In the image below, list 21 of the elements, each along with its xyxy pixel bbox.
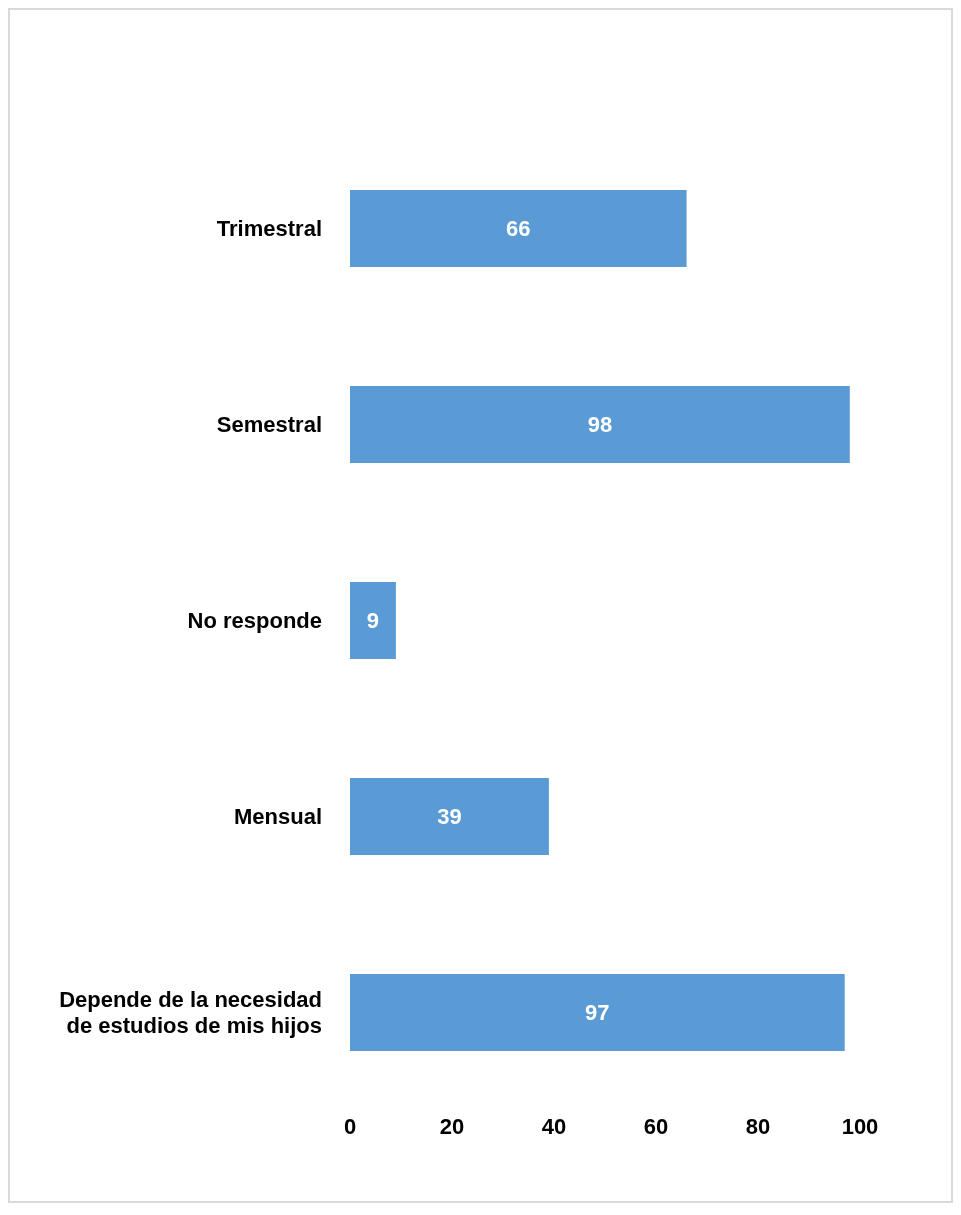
data-label: 39 bbox=[437, 804, 462, 830]
x-tick-label: 0 bbox=[343, 1113, 357, 1139]
y-tick-label: Trimestral bbox=[216, 215, 322, 241]
x-tick-label: 100 bbox=[841, 1113, 879, 1139]
x-tick-label: 80 bbox=[745, 1113, 771, 1139]
bar bbox=[350, 778, 549, 855]
y-tick-label: Mensual bbox=[233, 803, 322, 829]
y-tick-label: No responde bbox=[187, 607, 322, 633]
data-label: 9 bbox=[366, 608, 380, 634]
x-tick-label: 20 bbox=[439, 1113, 465, 1139]
bar bbox=[350, 582, 396, 659]
bar bbox=[350, 386, 850, 463]
bar bbox=[350, 974, 845, 1051]
x-tick-label: 60 bbox=[643, 1113, 669, 1139]
x-tick-label: 40 bbox=[541, 1113, 567, 1139]
data-label: 98 bbox=[587, 412, 613, 438]
y-tick-label: Semestral bbox=[216, 411, 322, 437]
data-label: 97 bbox=[585, 1000, 610, 1026]
data-label: 66 bbox=[506, 216, 531, 242]
y-tick-label: Depende de la necesidad de estudios de mis hijos bbox=[59, 986, 322, 1038]
bar bbox=[350, 190, 687, 267]
